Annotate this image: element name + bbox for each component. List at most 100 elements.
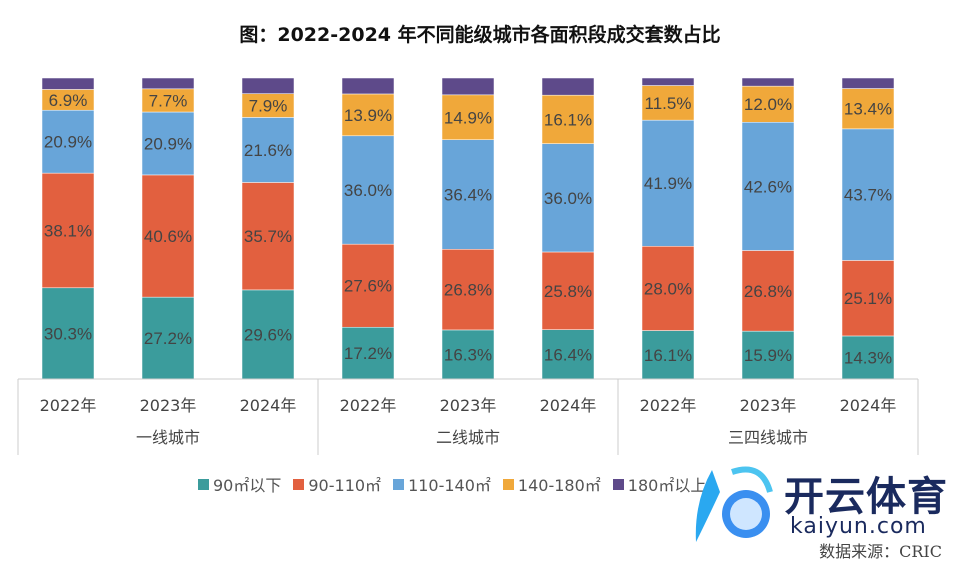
data-label: 27.2% <box>144 329 192 348</box>
data-label: 16.1% <box>544 110 592 129</box>
data-label: 41.9% <box>644 174 692 193</box>
legend-item: 110-140㎡ <box>393 472 491 496</box>
legend-item: 90-110㎡ <box>293 472 381 496</box>
data-label: 13.4% <box>844 100 892 119</box>
data-label: 43.7% <box>844 186 892 205</box>
chart-title: 图：2022-2024 年不同能级城市各面积段成交套数占比 <box>239 24 721 46</box>
data-label: 35.7% <box>244 227 292 246</box>
data-label: 20.9% <box>44 133 92 152</box>
x-tick-label: 2022年 <box>340 396 397 415</box>
bar-segment <box>741 85 795 123</box>
data-label: 40.6% <box>144 227 192 246</box>
data-label: 13.9% <box>344 106 392 125</box>
legend-label: 140-180㎡ <box>517 476 601 495</box>
data-label: 17.2% <box>344 344 392 363</box>
bar-segment <box>241 77 295 94</box>
x-tick-label: 2024年 <box>540 396 597 415</box>
x-tick-label: 2022年 <box>640 396 697 415</box>
data-label: 38.1% <box>44 221 92 240</box>
x-tick-label: 2024年 <box>240 396 297 415</box>
bar-segment <box>541 77 595 96</box>
legend-label: 180㎡以上 <box>627 476 707 495</box>
bar-segment <box>141 111 195 176</box>
x-tick-label: 2022年 <box>40 396 97 415</box>
bar-segment <box>341 135 395 245</box>
bar-segment <box>341 243 395 328</box>
legend-label: 90-110㎡ <box>308 476 382 495</box>
x-tick-label: 2023年 <box>740 396 797 415</box>
legend-swatch <box>393 478 405 490</box>
data-label: 16.1% <box>644 346 692 365</box>
bar-segment <box>641 246 695 331</box>
x-tick-label: 2023年 <box>440 396 497 415</box>
bar-segment <box>741 121 795 251</box>
legend-item: 140-180㎡ <box>502 472 601 496</box>
bar-segment <box>341 77 395 95</box>
data-label: 30.3% <box>44 324 92 343</box>
data-label: 7.7% <box>149 91 188 110</box>
data-label: 16.3% <box>444 345 492 364</box>
data-label: 26.8% <box>444 281 492 300</box>
bar-segment <box>641 330 695 380</box>
bar-segment <box>141 174 195 298</box>
data-label: 7.9% <box>249 97 288 116</box>
bar-segment <box>41 77 95 90</box>
bar-segment <box>841 128 895 261</box>
data-label: 25.8% <box>544 282 592 301</box>
data-label: 36.0% <box>544 189 592 208</box>
bar-segment <box>541 94 595 144</box>
legend-swatch <box>612 478 624 490</box>
legend-swatch <box>198 478 209 490</box>
data-label: 28.0% <box>644 279 692 298</box>
bar-segment <box>541 251 595 330</box>
bar-segment <box>841 335 895 380</box>
x-tick-label: 2024年 <box>840 396 897 415</box>
bar-segment <box>841 260 895 337</box>
bar-segment <box>441 77 495 96</box>
bar-segment <box>741 77 795 87</box>
group-label: 三四线城市 <box>728 428 808 447</box>
data-label: 27.6% <box>344 277 392 296</box>
bar-segment <box>841 88 895 130</box>
bar-segment <box>41 172 95 289</box>
legend-item: 180㎡以上 <box>612 472 707 496</box>
data-label: 36.0% <box>344 181 392 200</box>
legend-swatch <box>293 478 305 490</box>
bar-segment <box>441 329 495 380</box>
bar-segment <box>141 77 195 90</box>
data-label: 6.9% <box>49 91 88 110</box>
data-label: 11.5% <box>645 94 692 113</box>
data-label: 12.0% <box>744 95 792 114</box>
group-label: 一线城市 <box>136 428 200 447</box>
watermark-logo: 开云体育 kaiyun.com <box>672 462 957 552</box>
data-label: 29.6% <box>244 325 292 344</box>
data-label: 14.9% <box>444 108 492 127</box>
data-label: 26.8% <box>744 282 792 301</box>
bar-segment <box>241 117 295 183</box>
x-tick-label: 2023年 <box>140 396 197 415</box>
bar-segment <box>641 85 695 121</box>
data-label: 16.4% <box>544 345 592 364</box>
bar-segment <box>241 289 295 380</box>
data-label: 14.3% <box>844 348 892 367</box>
bar-segment <box>641 119 695 247</box>
legend-label: 90㎡以下 <box>213 476 282 495</box>
source-note: 数据来源：CRIC <box>819 542 942 561</box>
legend-label: 110-140㎡ <box>408 476 491 495</box>
bar-segment <box>41 287 95 380</box>
bar-segment <box>541 143 595 253</box>
bar-segment <box>641 77 695 86</box>
data-label: 36.4% <box>444 185 492 204</box>
legend-swatch <box>502 478 514 490</box>
data-label: 20.9% <box>144 134 192 153</box>
bar-segment <box>741 250 795 332</box>
data-label: 42.6% <box>744 177 792 196</box>
watermark-en: kaiyun.com <box>790 514 927 539</box>
watermark-cn: 开云体育 <box>784 474 948 520</box>
legend: 90㎡以下 90-110㎡ 110-140㎡ 140-180㎡ 180㎡以上 <box>198 472 706 496</box>
group-label: 二线城市 <box>436 428 500 447</box>
bar-segment <box>341 326 395 380</box>
data-label: 15.9% <box>744 346 792 365</box>
bar-segment <box>441 249 495 331</box>
legend-item: 90㎡以下 <box>198 472 281 496</box>
